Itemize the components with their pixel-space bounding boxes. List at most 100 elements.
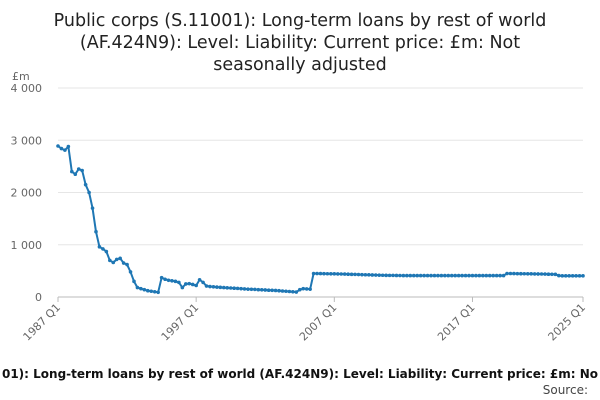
series-line [57, 145, 583, 294]
data-point [201, 280, 205, 285]
data-point [515, 271, 520, 276]
data-point [90, 206, 95, 210]
data-point [380, 273, 385, 278]
data-point [550, 272, 554, 277]
data-point [294, 290, 299, 294]
data-point [484, 273, 489, 278]
data-point [166, 278, 171, 283]
data-point [63, 148, 67, 152]
data-point [118, 256, 122, 261]
data-point [259, 287, 264, 292]
data-point [415, 273, 420, 278]
data-point [443, 273, 447, 278]
data-point [522, 271, 527, 276]
x-tick-label: 2017 Q1 [435, 301, 478, 344]
data-point [325, 271, 330, 276]
data-point [173, 279, 178, 284]
data-point [505, 271, 509, 276]
data-point [208, 284, 212, 289]
data-point [73, 172, 78, 177]
data-point [453, 273, 458, 278]
data-point [156, 290, 160, 295]
data-point [284, 289, 288, 294]
data-point [149, 289, 154, 294]
data-point [405, 273, 409, 278]
data-point [304, 287, 309, 291]
data-point [87, 190, 91, 195]
data-point [94, 229, 98, 234]
data-point [439, 273, 444, 278]
data-point [494, 273, 499, 278]
data-point [277, 288, 281, 293]
y-tick-label: 2 000 [11, 187, 43, 200]
data-point [125, 262, 129, 267]
x-axis-ticks: 1987 Q1 1997 Q1 2007 Q1 2017 Q1 2025 Q1 [21, 297, 589, 344]
data-point [349, 272, 354, 277]
data-point [59, 146, 64, 151]
data-point [170, 279, 174, 283]
data-point [425, 273, 430, 278]
data-point [446, 273, 451, 278]
data-point [80, 168, 84, 173]
data-point [242, 287, 247, 291]
data-point [401, 273, 406, 278]
data-point [391, 273, 395, 278]
data-point [567, 274, 571, 278]
data-point [318, 271, 323, 276]
chart-title: Public corps (S.11001): Long-term loans … [54, 11, 547, 75]
y-axis-ticks: 0 1 000 2 000 3 000 4 000 [11, 82, 43, 304]
data-point [477, 273, 482, 278]
data-point [280, 289, 285, 293]
data-point [180, 285, 185, 290]
x-tick-label: 1997 Q1 [159, 301, 202, 344]
data-point [498, 273, 502, 278]
data-point [346, 272, 350, 277]
data-point [429, 273, 433, 278]
data-point [463, 273, 468, 278]
data-point [342, 272, 347, 276]
x-tick-label: 2025 Q1 [546, 301, 589, 344]
data-point [132, 279, 136, 284]
data-point [387, 273, 392, 278]
data-point [384, 273, 388, 278]
data-point [83, 182, 88, 187]
data-point [581, 274, 585, 278]
data-point [225, 286, 230, 290]
data-point [135, 285, 140, 290]
data-point [221, 285, 226, 290]
chart-title-line-1: Public corps (S.11001): Long-term loans … [54, 11, 547, 31]
data-point [111, 260, 116, 265]
data-point [519, 271, 523, 276]
y-tick-label: 1 000 [11, 239, 43, 252]
data-point [215, 285, 219, 289]
data-point [308, 287, 312, 291]
data-point [339, 272, 344, 276]
data-point [411, 273, 416, 278]
data-point [315, 271, 319, 276]
data-point [512, 271, 516, 276]
gridlines [58, 87, 583, 246]
data-point [370, 273, 375, 277]
data-point [139, 286, 143, 291]
data-point [557, 273, 561, 278]
data-point [560, 274, 565, 278]
data-point [146, 288, 150, 293]
data-point [128, 270, 133, 274]
data-point [311, 271, 316, 276]
data-point [456, 273, 461, 278]
data-point [287, 289, 292, 294]
chart-title-line-2: (AF.424N9): Level: Liability: Current pr… [80, 33, 520, 53]
data-point [553, 272, 558, 277]
footer-caption: 01): Long-term loans by rest of world (A… [2, 367, 598, 381]
data-point [363, 272, 368, 277]
data-point [508, 271, 513, 276]
data-point [142, 287, 147, 292]
data-point [487, 273, 492, 278]
data-point [101, 247, 105, 251]
data-point [563, 274, 568, 278]
y-axis-unit-label: £m [12, 70, 30, 83]
y-tick-label: 0 [35, 291, 42, 304]
data-point [239, 286, 243, 291]
data-point [470, 273, 475, 278]
